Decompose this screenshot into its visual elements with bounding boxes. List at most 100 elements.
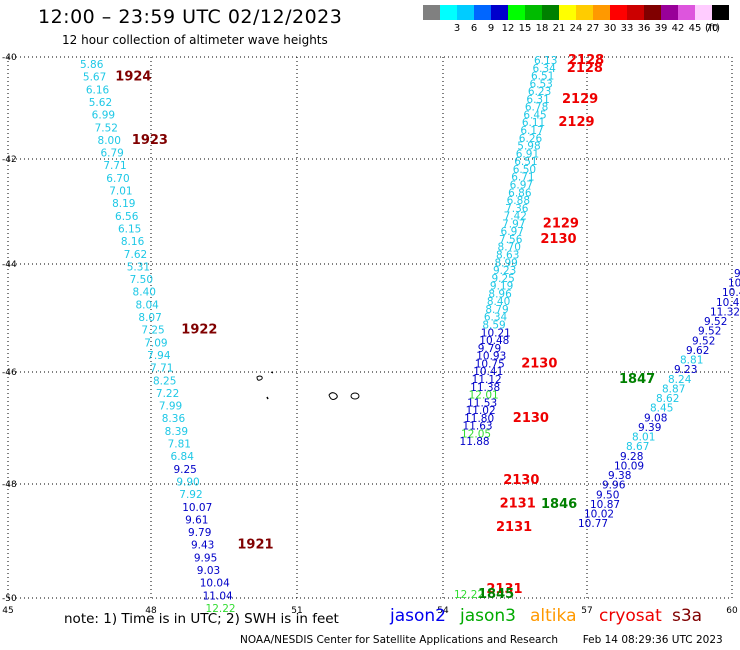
pass-time-label: 2131 xyxy=(486,582,522,597)
wave-height-label: 6.71 xyxy=(511,172,534,184)
scale-swatch xyxy=(508,5,525,20)
scale-label: 27 xyxy=(586,23,600,34)
wave-height-label: 8.07 xyxy=(138,312,161,324)
wave-height-label: 9.62 xyxy=(686,345,709,357)
satellite-legend-item: jason2 xyxy=(390,606,446,626)
wave-height-label: 8.39 xyxy=(165,426,188,438)
scale-swatch xyxy=(457,5,474,20)
wave-height-label: 8.40 xyxy=(487,296,510,308)
lon-tick-label: 45 xyxy=(2,606,13,616)
wave-height-label: 8.01 xyxy=(632,432,655,444)
wave-height-label: 5.67 xyxy=(83,72,106,84)
wave-height-label: 6.51 xyxy=(514,156,537,168)
axis-tick-labels: 45 48 51 54 57 60 -40 -42 -44 -46 -48 -50 xyxy=(2,53,738,616)
scale-label: 21 xyxy=(552,23,566,34)
credit-text: NOAA/NESDIS Center for Satellite Applica… xyxy=(240,634,558,646)
wave-height-label: 9.50 xyxy=(596,489,619,501)
wave-height-label: 10.42 xyxy=(716,297,740,309)
wave-height-label: 8.00 xyxy=(98,135,121,147)
wave-height-label: 6.56 xyxy=(115,211,139,223)
wave-height-label: 6.13 xyxy=(534,55,557,67)
scale-swatch xyxy=(627,5,644,20)
scale-swatch xyxy=(695,5,712,20)
pass-time-label: 1847 xyxy=(619,372,655,387)
wave-height-label: 8.62 xyxy=(656,393,679,405)
wave-height-label: 10.21 xyxy=(481,327,511,339)
wave-height-label: 8.63 xyxy=(496,250,519,262)
wave-height-label: 10.87 xyxy=(590,499,620,511)
lon-tick-label: 57 xyxy=(581,606,592,616)
lat-tick-label: -40 xyxy=(2,53,17,63)
wave-height-label: 7.50 xyxy=(130,274,153,286)
wave-height-label: 9.79 xyxy=(478,343,501,355)
island-outlines xyxy=(256,371,360,400)
wave-height-label: 10.04 xyxy=(200,578,230,590)
wave-height-label: 6.15 xyxy=(118,223,141,235)
pass-time-label: 2129 xyxy=(558,115,594,130)
wave-height-label: 7.01 xyxy=(109,186,132,198)
wave-height-label: 7.22 xyxy=(156,388,179,400)
altimeter-track: 6.136.346.516.536.236.316.786.456.116.17… xyxy=(460,53,605,597)
page-title: 12:00 – 23:59 UTC 02/12/2023 xyxy=(38,6,343,28)
wave-height-label: 8.79 xyxy=(485,304,508,316)
wave-height-label: 6.23 xyxy=(528,86,551,98)
island-outline xyxy=(350,392,360,400)
wave-height-label: 10.48 xyxy=(479,335,509,347)
scale-label: 18 xyxy=(535,23,549,34)
wave-height-label: 7.42 xyxy=(504,211,527,223)
scale-label: 24 xyxy=(569,23,583,34)
altimeter-tracks: 5.865.676.165.626.997.528.006.797.716.70… xyxy=(80,53,740,615)
wave-height-label: 6.99 xyxy=(92,110,115,122)
altimeter-track: 910.10.4010.4211.329.529.529.529.628.819… xyxy=(541,268,740,530)
wave-height-label: 7.36 xyxy=(505,203,529,215)
pass-time-label: 1923 xyxy=(132,133,168,148)
scale-label: 9 xyxy=(487,23,495,34)
footer-credit: NOAA/NESDIS Center for Satellite Applica… xyxy=(240,634,723,646)
generated-timestamp: Feb 14 08:29:36 UTC 2023 xyxy=(582,634,723,646)
wave-height-label: 10. xyxy=(728,278,740,290)
scale-label: 39 xyxy=(654,23,668,34)
wave-height-label: 8.67 xyxy=(626,441,649,453)
wave-height-label: 5.62 xyxy=(89,97,112,109)
wave-height-label: 9.96 xyxy=(602,480,626,492)
pass-time-label: 2128 xyxy=(567,61,603,76)
pass-time-label: 2129 xyxy=(543,216,579,231)
wave-height-label: 10.41 xyxy=(473,366,503,378)
wave-height-label: 8.87 xyxy=(662,383,685,395)
pass-time-label: 2130 xyxy=(503,473,539,488)
wave-height-label: 9.23 xyxy=(674,364,697,376)
wave-height-label: 9.23 xyxy=(493,265,516,277)
wave-height-label: 11.63 xyxy=(463,421,493,433)
pass-time-label: 2131 xyxy=(496,520,532,535)
wave-height-label: 9.28 xyxy=(620,451,643,463)
scale-swatch xyxy=(610,5,627,20)
wave-height-label: 7.09 xyxy=(144,337,167,349)
wave-height-label: 9.03 xyxy=(197,565,220,577)
altimeter-track: 5.865.676.165.626.997.528.006.797.716.70… xyxy=(80,59,274,615)
scale-swatch xyxy=(542,5,559,20)
wave-height-label: 11.80 xyxy=(464,413,494,425)
wave-height-label: 7.71 xyxy=(103,160,126,172)
wave-height-label: 6.26 xyxy=(519,133,543,145)
scale-unit: (ft) xyxy=(705,23,721,34)
wave-height-label: 6.53 xyxy=(529,78,552,90)
scale-swatch xyxy=(576,5,593,20)
satellite-legend-item: jason3 xyxy=(460,606,516,626)
map-grid xyxy=(7,56,733,599)
wave-height-label: 10.75 xyxy=(475,358,505,370)
scale-label: 3 xyxy=(453,23,461,34)
scale-swatch xyxy=(423,5,440,20)
page-subtitle: 12 hour collection of altimeter wave hei… xyxy=(62,33,328,47)
wave-height-label: 8.45 xyxy=(650,403,673,415)
lon-tick-label: 60 xyxy=(726,606,738,616)
wave-height-label: 9.52 xyxy=(698,326,721,338)
wave-height-label: 9.43 xyxy=(191,540,214,552)
wave-height-label: 8.25 xyxy=(153,375,176,387)
wave-height-label: 10.07 xyxy=(182,502,212,514)
wave-height-label: 10.02 xyxy=(584,509,614,521)
wave-height-label: 12.22 xyxy=(454,589,484,601)
wave-height-label: 6.34 xyxy=(532,63,556,75)
wave-height-label: 10.77 xyxy=(578,518,608,530)
scale-label: 33 xyxy=(620,23,634,34)
